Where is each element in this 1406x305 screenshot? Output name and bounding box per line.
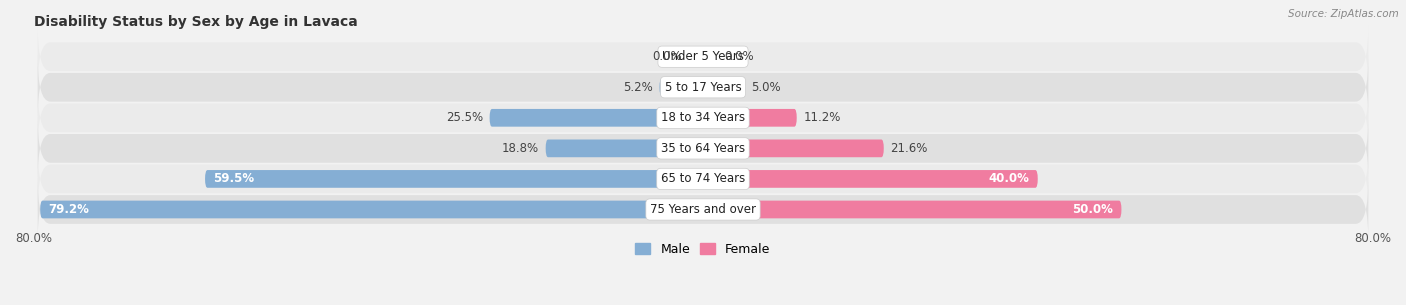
Text: 0.0%: 0.0% (652, 50, 682, 63)
Text: 40.0%: 40.0% (988, 172, 1029, 185)
Text: 11.2%: 11.2% (803, 111, 841, 124)
FancyBboxPatch shape (38, 25, 1368, 88)
FancyBboxPatch shape (703, 78, 745, 96)
FancyBboxPatch shape (690, 48, 703, 66)
FancyBboxPatch shape (38, 56, 1368, 119)
Text: 5 to 17 Years: 5 to 17 Years (665, 81, 741, 94)
Text: 75 Years and over: 75 Years and over (650, 203, 756, 216)
FancyBboxPatch shape (38, 86, 1368, 149)
Text: 0.0%: 0.0% (724, 50, 754, 63)
Text: 59.5%: 59.5% (214, 172, 254, 185)
Text: 25.5%: 25.5% (446, 111, 482, 124)
FancyBboxPatch shape (703, 170, 1038, 188)
Text: 50.0%: 50.0% (1073, 203, 1114, 216)
Text: 5.2%: 5.2% (623, 81, 652, 94)
Text: Disability Status by Sex by Age in Lavaca: Disability Status by Sex by Age in Lavac… (34, 15, 357, 29)
Text: 18 to 34 Years: 18 to 34 Years (661, 111, 745, 124)
Text: Source: ZipAtlas.com: Source: ZipAtlas.com (1288, 9, 1399, 19)
FancyBboxPatch shape (659, 78, 703, 96)
FancyBboxPatch shape (546, 139, 703, 157)
FancyBboxPatch shape (703, 109, 797, 127)
FancyBboxPatch shape (38, 117, 1368, 180)
Text: 35 to 64 Years: 35 to 64 Years (661, 142, 745, 155)
FancyBboxPatch shape (205, 170, 703, 188)
Text: 18.8%: 18.8% (502, 142, 538, 155)
Text: Under 5 Years: Under 5 Years (662, 50, 744, 63)
FancyBboxPatch shape (489, 109, 703, 127)
FancyBboxPatch shape (41, 201, 703, 218)
FancyBboxPatch shape (703, 139, 884, 157)
FancyBboxPatch shape (38, 178, 1368, 241)
Text: 79.2%: 79.2% (49, 203, 90, 216)
Legend: Male, Female: Male, Female (630, 238, 776, 261)
Text: 5.0%: 5.0% (752, 81, 782, 94)
Text: 65 to 74 Years: 65 to 74 Years (661, 172, 745, 185)
FancyBboxPatch shape (703, 48, 716, 66)
Text: 21.6%: 21.6% (890, 142, 928, 155)
FancyBboxPatch shape (38, 147, 1368, 210)
FancyBboxPatch shape (703, 201, 1122, 218)
